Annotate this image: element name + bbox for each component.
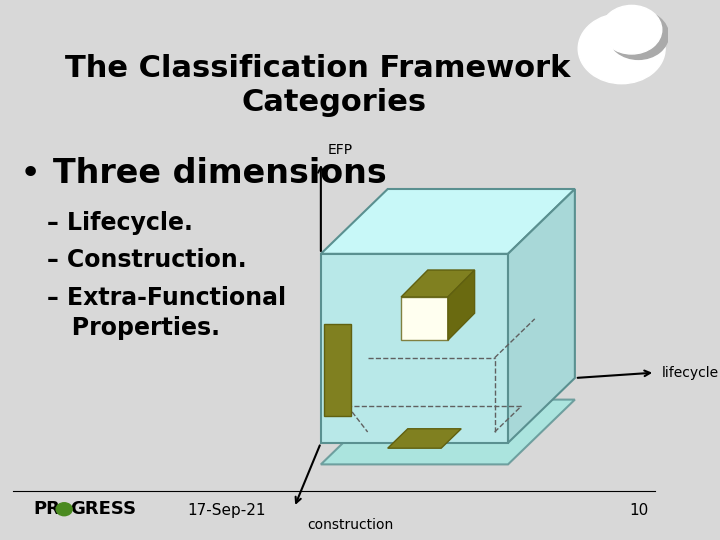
Polygon shape (387, 429, 462, 448)
Text: Three dimensions: Three dimensions (53, 157, 387, 190)
Text: EFP: EFP (328, 143, 353, 157)
Polygon shape (508, 189, 575, 443)
Polygon shape (401, 297, 448, 340)
Polygon shape (321, 400, 575, 464)
Circle shape (602, 5, 662, 54)
Polygon shape (321, 254, 508, 443)
Text: lifecycle: lifecycle (662, 366, 719, 380)
Circle shape (608, 11, 668, 59)
Polygon shape (401, 270, 474, 297)
Text: •: • (20, 157, 41, 191)
Text: PR: PR (33, 501, 60, 518)
Text: GRESS: GRESS (70, 501, 136, 518)
Polygon shape (448, 270, 474, 340)
Text: – Lifecycle.: – Lifecycle. (47, 211, 193, 234)
Text: construction: construction (307, 518, 394, 532)
Circle shape (578, 14, 665, 84)
Text: – Construction.: – Construction. (47, 248, 246, 272)
Text: – Extra-Functional
   Properties.: – Extra-Functional Properties. (47, 286, 286, 340)
Text: 10: 10 (629, 503, 649, 518)
Polygon shape (324, 324, 351, 416)
Polygon shape (321, 189, 575, 254)
Circle shape (56, 503, 72, 516)
Text: 17-Sep-21: 17-Sep-21 (187, 503, 266, 518)
Text: The Classification Framework  -
Categories: The Classification Framework - Categorie… (65, 54, 604, 117)
